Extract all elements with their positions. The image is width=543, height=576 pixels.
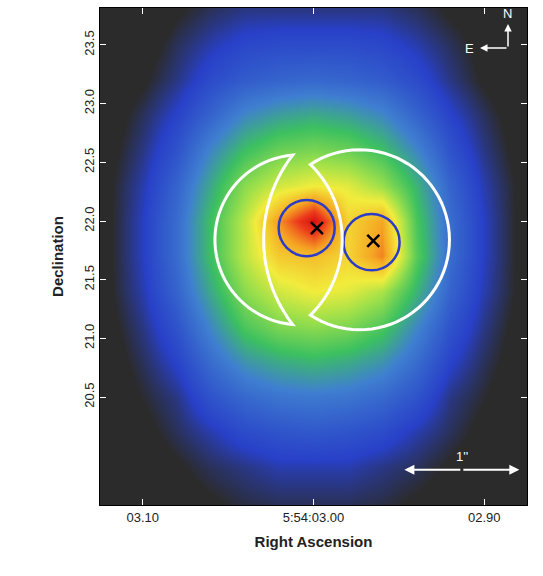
svg-text:22.5: 22.5 xyxy=(82,148,97,173)
svg-text:E: E xyxy=(465,41,474,56)
svg-text:23.5: 23.5 xyxy=(82,30,97,55)
svg-text:Declination: Declination xyxy=(49,216,66,297)
svg-text:22.0: 22.0 xyxy=(82,206,97,231)
svg-text:21.0: 21.0 xyxy=(82,324,97,349)
svg-text:20.5: 20.5 xyxy=(82,382,97,407)
svg-text:Right Ascension: Right Ascension xyxy=(255,533,373,550)
svg-text:N: N xyxy=(503,6,512,21)
svg-text:02.90: 02.90 xyxy=(468,510,501,525)
svg-text:5:54:03.00: 5:54:03.00 xyxy=(283,510,344,525)
svg-text:1'': 1'' xyxy=(456,449,468,464)
svg-text:03.10: 03.10 xyxy=(126,510,159,525)
svg-text:21.5: 21.5 xyxy=(82,265,97,290)
svg-text:23.0: 23.0 xyxy=(82,89,97,114)
